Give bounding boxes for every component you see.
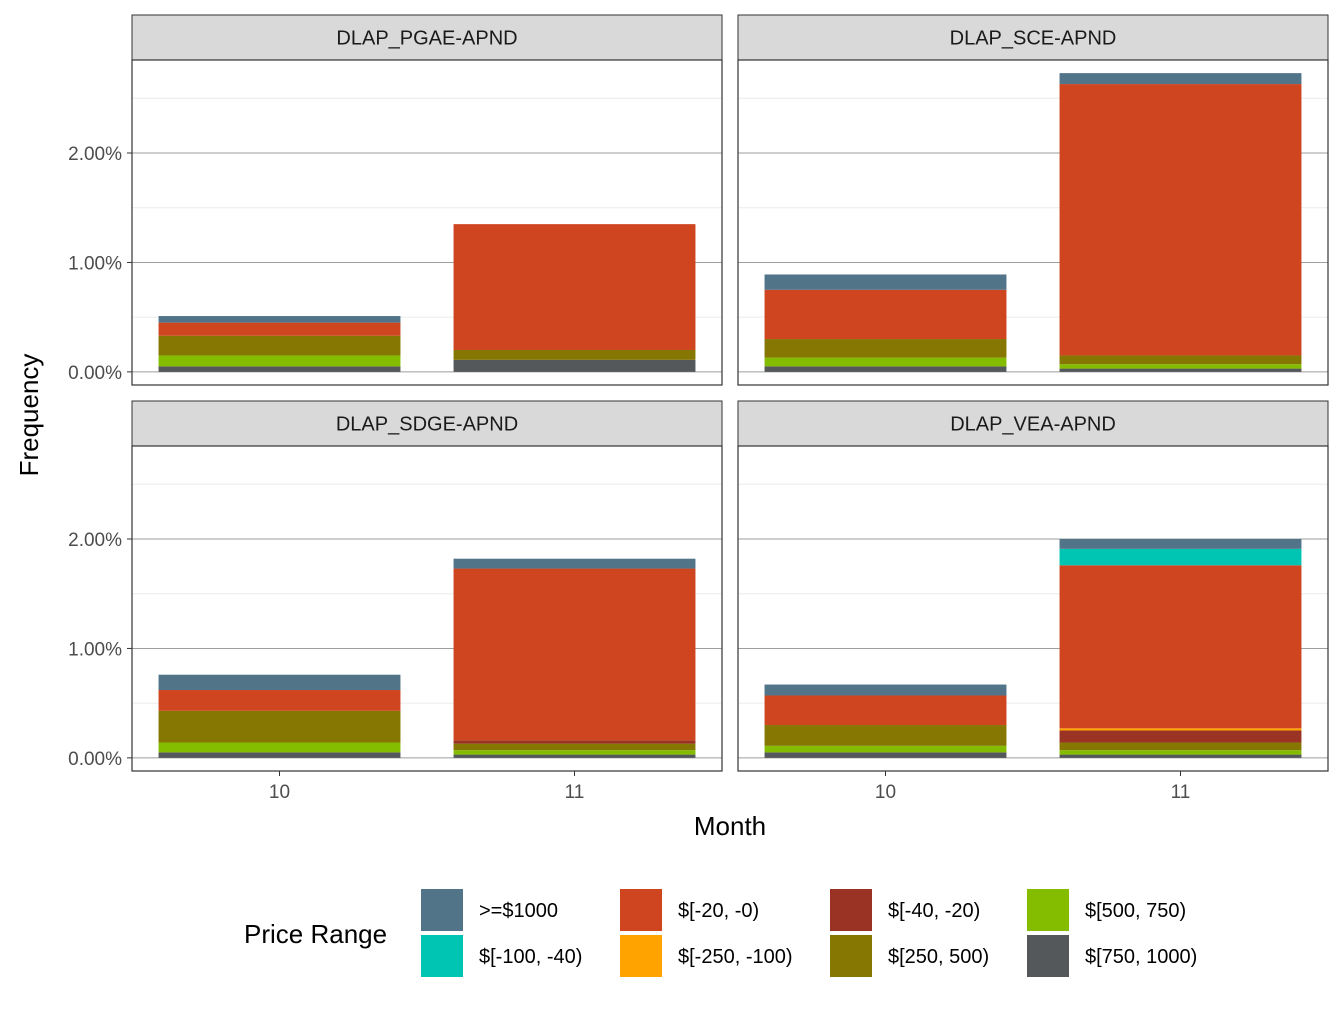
panel-dlap_pgae-apnd: DLAP_PGAE-APND 0.00% 1.00% 2.00% — [68, 14, 723, 386]
y-tick-label: 1.00% — [68, 253, 122, 274]
bar-segment-10-r750_1000 — [764, 366, 1007, 372]
bar-segment-11-m20_0 — [1059, 84, 1302, 356]
panel-border — [131, 59, 723, 386]
facet-title: DLAP_VEA-APND — [950, 414, 1116, 436]
legend-label-r750_1000: $[750, 1000) — [1085, 946, 1197, 968]
x-tick-label: 11 — [1171, 782, 1191, 803]
bar-segment-10-r750_1000 — [158, 752, 401, 758]
panel-dlap_vea-apnd: DLAP_VEA-APND 10 11 — [737, 400, 1329, 803]
legend-label-m40_m20: $[-40, -20) — [888, 900, 980, 922]
bar-segment-11-m250_m100 — [1059, 728, 1302, 731]
bar-segment-11-ge1000 — [1059, 73, 1302, 85]
legend-title: Price Range — [244, 919, 387, 949]
bar-segment-11-ge1000 — [1059, 539, 1302, 549]
y-tick-label: 1.00% — [68, 639, 122, 660]
legend-label-r500_750: $[500, 750) — [1085, 900, 1186, 922]
bar-segment-11-r750_1000 — [1059, 754, 1302, 758]
legend-key-r500_750 — [1027, 889, 1069, 931]
legend-label-r250_500: $[250, 500) — [888, 946, 989, 968]
bar-segment-11-r250_500 — [1059, 355, 1302, 365]
y-tick-label: 2.00% — [68, 144, 122, 165]
bar-segment-11-m100_m40 — [1059, 548, 1302, 566]
bar-segment-10-r250_500 — [158, 335, 401, 356]
legend-label-m250_m100: $[-250, -100) — [678, 946, 793, 968]
bar-segment-11-ge1000 — [453, 558, 696, 569]
y-tick-label: 0.00% — [68, 363, 122, 384]
y-tick-label: 0.00% — [68, 749, 122, 770]
bar-segment-11-m20_0 — [1059, 565, 1302, 729]
panel-dlap_sce-apnd: DLAP_SCE-APND — [737, 14, 1329, 386]
facet-strip — [131, 14, 723, 61]
bar-segment-10-r750_1000 — [764, 752, 1007, 758]
bar-segment-10-ge1000 — [158, 674, 401, 691]
legend-key-m100_m40 — [421, 935, 463, 977]
facet-strip — [737, 400, 1329, 447]
bar-segment-10-r500_750 — [158, 355, 401, 367]
bar-segment-10-r750_1000 — [158, 366, 401, 372]
bar-segment-11-r750_1000 — [1059, 368, 1302, 372]
bar-segment-10-m20_0 — [764, 695, 1007, 726]
bar-segment-10-m20_0 — [158, 322, 401, 336]
legend-key-m250_m100 — [620, 935, 662, 977]
bar-segment-11-m20_0 — [453, 568, 696, 741]
bar-segment-10-r500_750 — [158, 742, 401, 753]
legend-key-r250_500 — [830, 935, 872, 977]
legend-key-m40_m20 — [830, 889, 872, 931]
x-axis-title: Month — [694, 811, 766, 841]
bar-segment-11-m20_0 — [453, 224, 696, 350]
x-tick-label: 11 — [565, 782, 585, 803]
legend-key-r750_1000 — [1027, 935, 1069, 977]
x-tick-label: 10 — [875, 782, 896, 803]
bar-segment-11-r500_750 — [453, 750, 696, 755]
bar-segment-10-r500_750 — [764, 745, 1007, 753]
bar-segment-10-r250_500 — [764, 725, 1007, 746]
facet-title: DLAP_PGAE-APND — [336, 28, 517, 50]
legend-label-ge1000: >=$1000 — [479, 900, 558, 922]
bar-segment-11-r750_1000 — [453, 359, 696, 372]
bar-segment-11-m40_m20 — [453, 740, 696, 744]
bar-segment-11-r250_500 — [453, 743, 696, 751]
bar-segment-10-ge1000 — [764, 274, 1007, 290]
panel-border — [737, 445, 1329, 772]
legend-key-m20_0 — [620, 889, 662, 931]
facet-title: DLAP_SCE-APND — [950, 28, 1117, 50]
bar-segment-11-m40_m20 — [1059, 730, 1302, 743]
bar-segment-11-r750_1000 — [453, 754, 696, 758]
bar-segment-10-r250_500 — [158, 710, 401, 743]
y-tick-label: 2.00% — [68, 530, 122, 551]
panel-dlap_sdge-apnd: DLAP_SDGE-APND 0.00% 1.00% 2.00% 10 11 — [68, 400, 723, 803]
legend: Price Range >=$1000 $[-100, -40) $[-20, -0)… — [244, 889, 1197, 977]
bar-segment-11-r250_500 — [453, 349, 696, 360]
bar-segment-10-m20_0 — [158, 690, 401, 711]
legend-label-m20_0: $[-20, -0) — [678, 900, 759, 922]
bar-segment-10-r500_750 — [764, 357, 1007, 367]
facet-title: DLAP_SDGE-APND — [336, 414, 518, 436]
panel-border — [737, 59, 1329, 386]
bar-segment-10-r250_500 — [764, 339, 1007, 358]
legend-label-m100_m40: $[-100, -40) — [479, 946, 582, 968]
bar-segment-11-r500_750 — [1059, 750, 1302, 755]
y-axis-title: Frequency — [14, 354, 44, 477]
bar-segment-10-ge1000 — [158, 316, 401, 323]
legend-key-ge1000 — [421, 889, 463, 931]
bar-segment-10-ge1000 — [764, 684, 1007, 696]
bar-segment-11-r500_750 — [1059, 364, 1302, 369]
bar-segment-11-r250_500 — [1059, 742, 1302, 751]
x-tick-label: 10 — [269, 782, 290, 803]
panel-border — [131, 445, 723, 772]
bar-segment-10-m20_0 — [764, 289, 1007, 340]
